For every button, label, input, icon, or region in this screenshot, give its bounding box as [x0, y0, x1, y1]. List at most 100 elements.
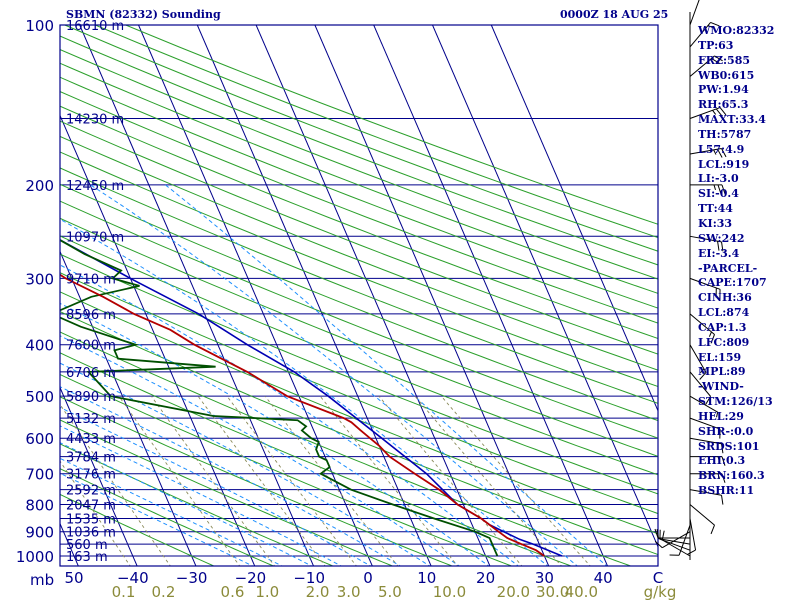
isotherm-line — [138, 25, 373, 566]
dry-adiabat-line — [60, 183, 658, 422]
wind-barb-flag — [686, 549, 696, 555]
wind-barb-staff — [689, 518, 697, 551]
stat-item: TT:44 — [698, 202, 733, 216]
height-label: 16610 m — [66, 19, 124, 34]
wind-barb-half-flag — [717, 456, 720, 462]
height-label: 9710 m — [66, 272, 116, 287]
moist-adiabat-line — [90, 184, 578, 566]
wind-barb-staff — [689, 395, 718, 413]
isotherm-line — [0, 25, 20, 567]
mixing-ratio-label: 2.0 — [306, 583, 330, 600]
moist-adiabat-line — [60, 362, 431, 566]
mixing-ratio-line — [264, 395, 399, 566]
stat-item: L57:4.9 — [698, 142, 745, 156]
height-label: 1036 m — [66, 526, 116, 541]
moist-adiabat-line — [60, 335, 461, 566]
pressure-tick-label: 100 — [25, 17, 54, 35]
dry-adiabat-line — [60, 291, 658, 535]
stat-item: EL:159 — [698, 350, 742, 364]
wind-barb-flag — [710, 334, 715, 344]
moist-adiabat-line — [60, 218, 549, 566]
wind-barb-half-flag — [717, 443, 719, 449]
temperature-unit-label: C — [653, 569, 663, 587]
dewpoint-line — [60, 239, 499, 557]
temperature-tick-label: −40 — [117, 569, 149, 587]
wind-barb-flag — [721, 495, 724, 505]
dry-adiabat-line — [60, 62, 658, 294]
mixing-ratio-line — [226, 395, 357, 566]
isotherm-line — [432, 25, 658, 549]
mixing-ratio-label: 3.0 — [337, 583, 361, 600]
dry-adiabat-line — [60, 272, 658, 515]
height-label: 8596 m — [66, 308, 116, 323]
wind-barb-flag — [721, 456, 726, 466]
mixing-ratio-line — [197, 395, 326, 566]
pressure-tick-label: 600 — [25, 430, 54, 448]
height-label: 6706 m — [66, 366, 116, 381]
height-label: 5132 m — [66, 412, 116, 427]
stat-item: BSHR:11 — [698, 484, 755, 498]
wind-barb-staff — [689, 417, 721, 430]
temperature-tick-label: 50 — [64, 569, 83, 587]
height-label: 5890 m — [66, 390, 116, 405]
wind-barb-staff — [689, 55, 715, 77]
wind-barb-flag — [710, 22, 720, 27]
wind-barb-staff — [662, 539, 691, 557]
wind-barb-flag — [719, 107, 727, 116]
stat-item: CAPE:1707 — [698, 276, 767, 290]
profile-lines — [60, 238, 563, 557]
dry-adiabat-line — [60, 105, 658, 340]
isotherm-line — [196, 25, 432, 566]
wind-barb-half-flag — [713, 184, 716, 190]
dry-adiabat-line — [60, 235, 658, 476]
temperature-tick-label: 0 — [363, 569, 373, 587]
mixing-ratio-line — [414, 395, 563, 566]
wind-barb-flag — [710, 524, 715, 535]
dry-adiabat-line — [60, 373, 513, 566]
mixing-ratio-line — [60, 460, 131, 566]
dry-adiabat-line — [64, 25, 658, 252]
sounding-date: 0000Z 18 AUG 25 — [560, 8, 669, 21]
stat-item: TP:63 — [698, 38, 734, 52]
wind-barb-half-flag — [712, 109, 717, 115]
stat-item: -WIND- — [698, 380, 744, 394]
isotherm-line — [490, 25, 658, 412]
stat-item: LFC:809 — [698, 335, 750, 349]
wind-barb-flag — [717, 184, 722, 195]
temperature-tick-label: 30 — [535, 569, 554, 587]
moist-adiabat-line — [60, 406, 372, 566]
stat-item: LCL:919 — [698, 157, 750, 171]
height-label: 7600 m — [66, 339, 116, 354]
dry-adiabat-line — [60, 91, 658, 324]
moist-adiabat-line — [60, 386, 402, 566]
parcel-path-line — [60, 238, 563, 557]
pressure-tick-label: 700 — [25, 466, 54, 484]
height-label: 2047 m — [66, 499, 116, 514]
isotherm-line — [373, 25, 609, 566]
stat-item: MPL:89 — [698, 365, 746, 379]
mixing-ratio-label: 0.1 — [112, 583, 136, 600]
stats-panel: WMO:82332 TP:63 FRZ:585 WB0:615 PW:1.94 RH:65… — [698, 24, 798, 499]
height-label: 10970 m — [66, 230, 124, 245]
wind-barb-staff — [678, 525, 691, 556]
mixing-ratio-label: 20.0 — [497, 583, 530, 600]
pressure-tick-label: 400 — [25, 337, 54, 355]
wind-barb-flag — [717, 241, 720, 251]
mixing-ratio-label: 1.0 — [255, 583, 279, 600]
wind-barb-staff — [689, 437, 722, 445]
mixing-ratio-label: 30.0 — [536, 583, 569, 600]
stat-item: FRZ:585 — [698, 53, 751, 67]
wind-barb-staff — [662, 531, 691, 549]
dry-adiabat-line — [60, 468, 275, 566]
wind-barb-half-flag — [700, 368, 705, 374]
height-label: 12450 m — [66, 179, 124, 194]
dry-adiabat-line — [60, 311, 658, 556]
mixing-ratio-line — [60, 403, 171, 566]
stat-item: EHI:0.3 — [698, 454, 746, 468]
dry-adiabat-line — [60, 253, 658, 495]
wind-barb-flag — [705, 396, 711, 405]
stat-item: SW:242 — [698, 231, 745, 245]
wind-barb-flag — [661, 530, 665, 541]
